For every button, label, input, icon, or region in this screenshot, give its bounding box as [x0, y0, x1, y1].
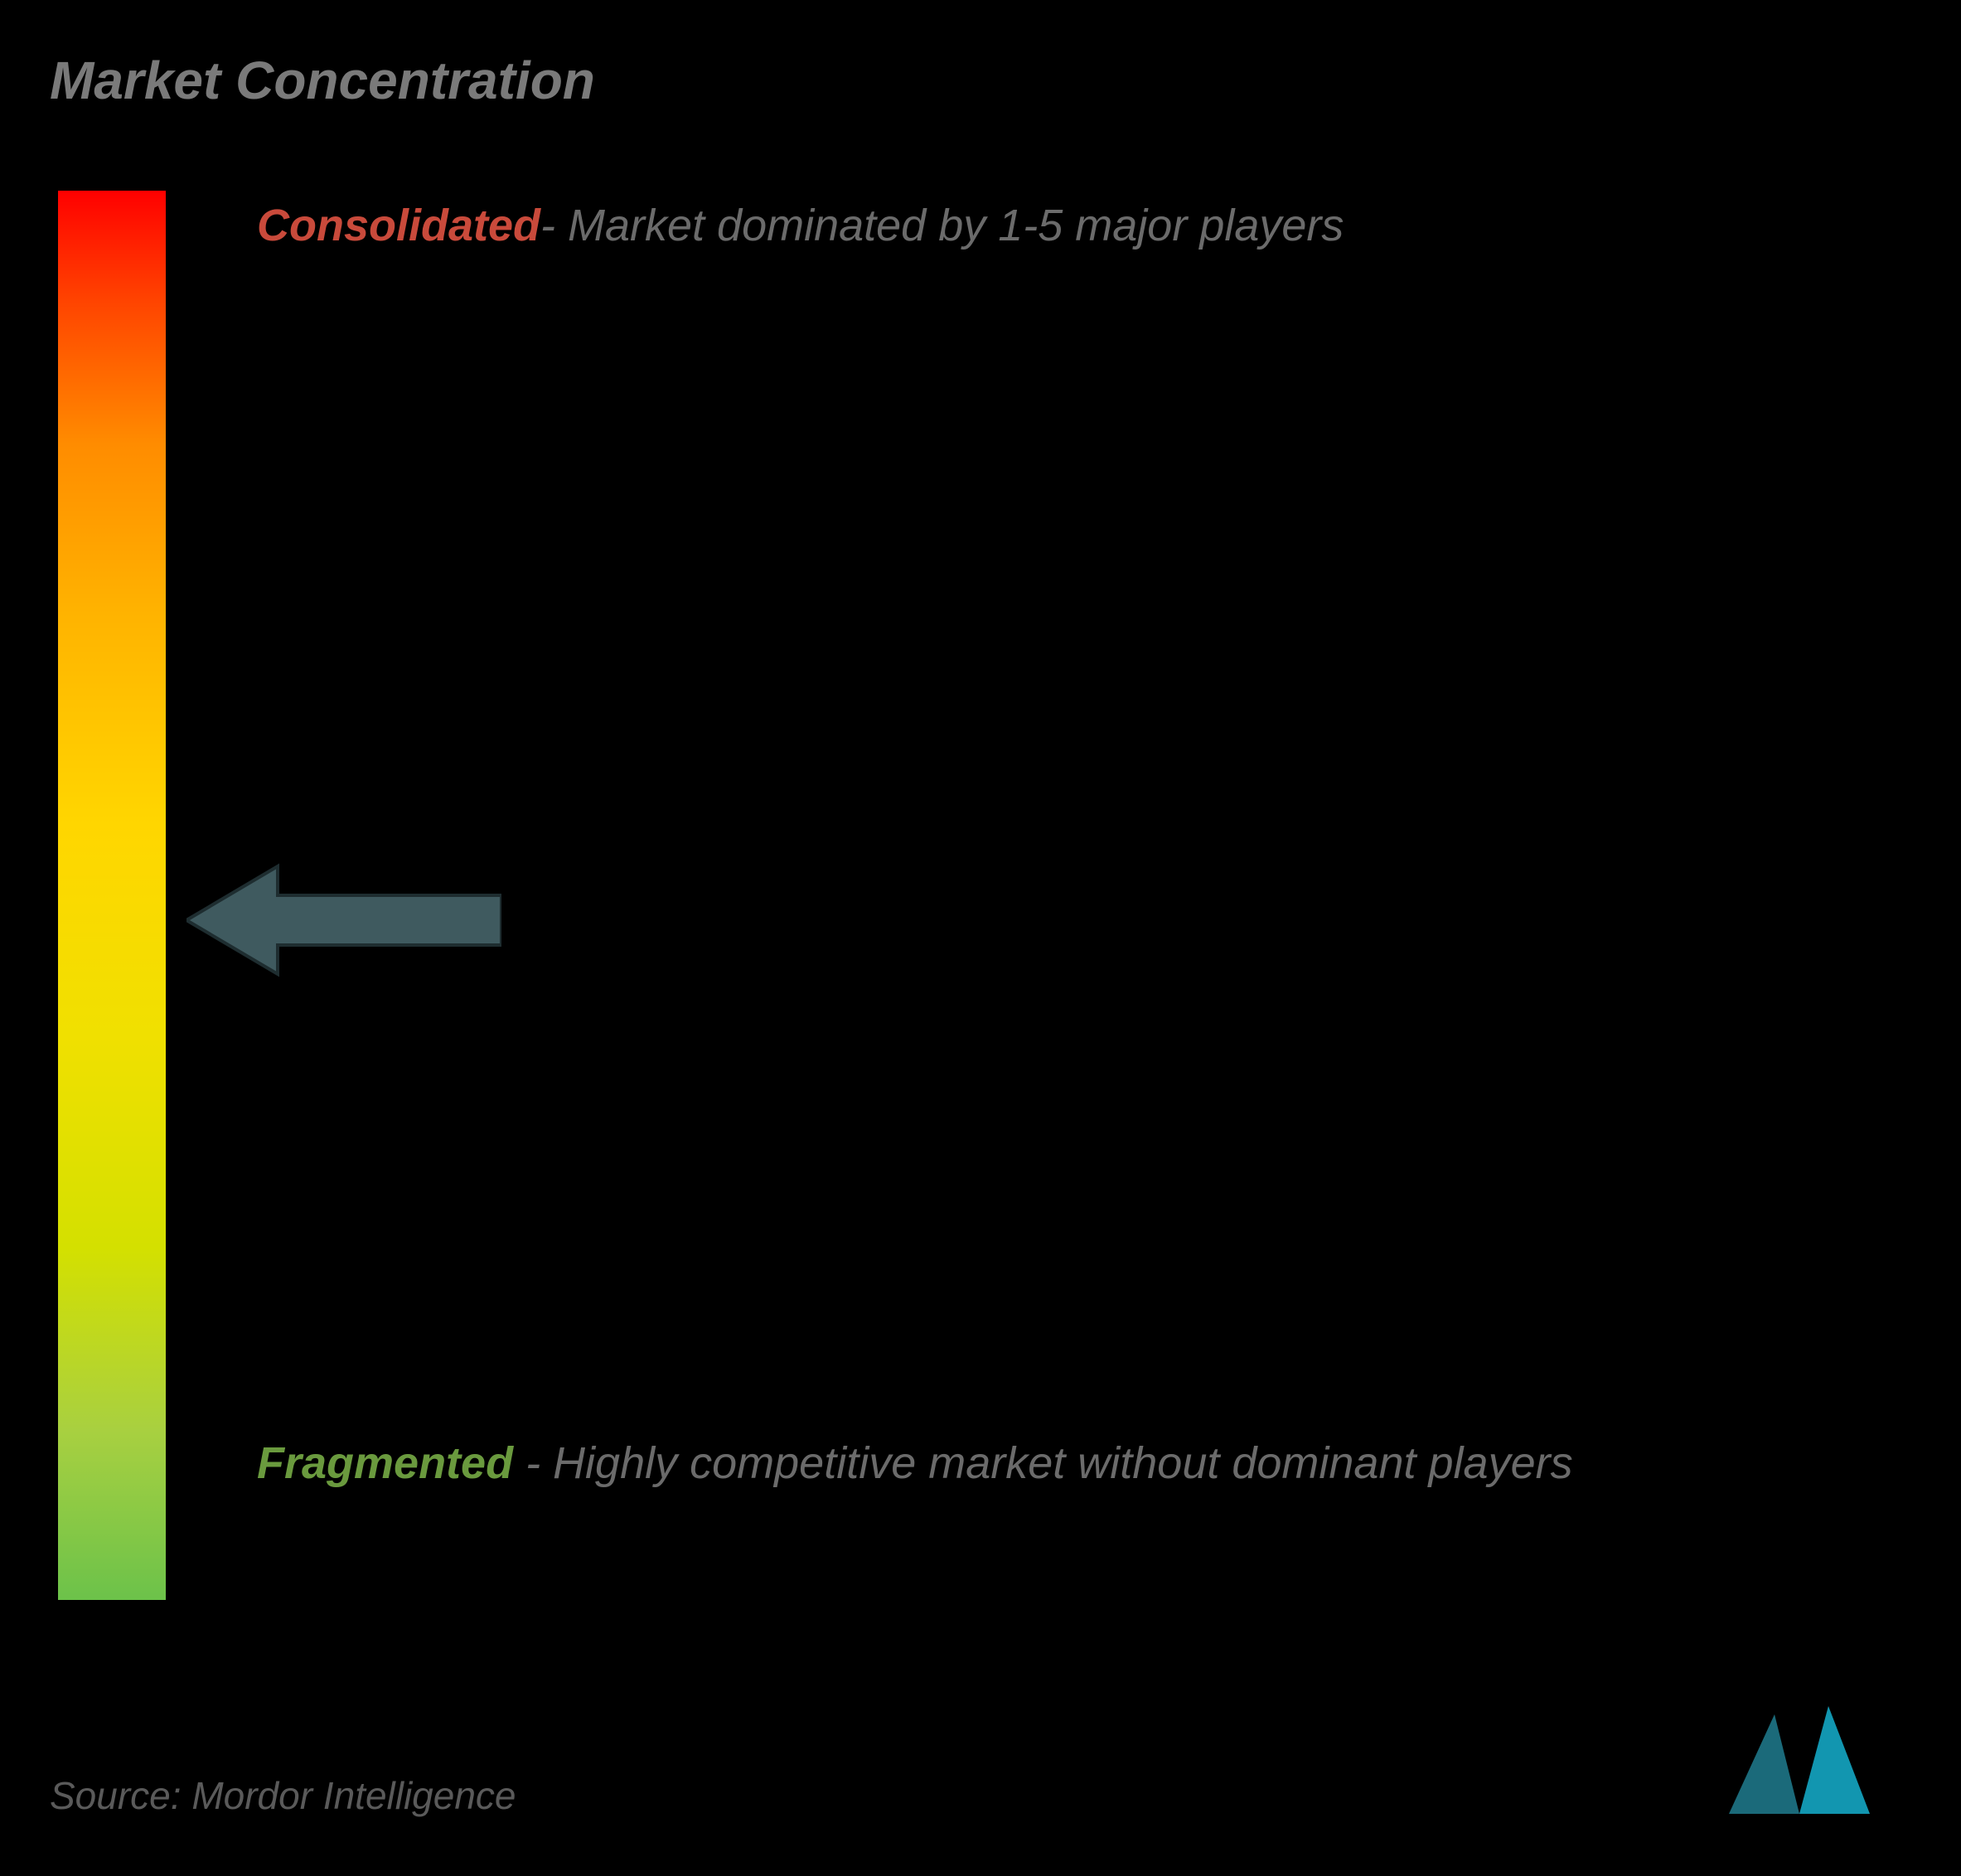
consolidated-description: - Market dominated by 1-5 major players: [540, 201, 1344, 250]
concentration-gradient-bar: [58, 191, 166, 1600]
page-title: Market Concentration: [50, 50, 595, 111]
mordor-logo-icon: [1729, 1706, 1870, 1814]
source-attribution: Source: Mordor Intelligence: [50, 1773, 516, 1818]
consolidated-highlight: Consolidated: [257, 201, 540, 250]
fragmented-description: - Highly competitive market without domi…: [513, 1438, 1573, 1488]
source-name: Mordor Intelligence: [191, 1774, 516, 1817]
position-arrow: [186, 862, 501, 978]
fragmented-label: Fragmented - Highly competitive market w…: [257, 1430, 1862, 1497]
arrow-left-icon: [186, 862, 501, 978]
fragmented-highlight: Fragmented: [257, 1438, 513, 1488]
source-prefix: Source:: [50, 1774, 191, 1817]
consolidated-label: Consolidated- Market dominated by 1-5 ma…: [257, 195, 1911, 258]
